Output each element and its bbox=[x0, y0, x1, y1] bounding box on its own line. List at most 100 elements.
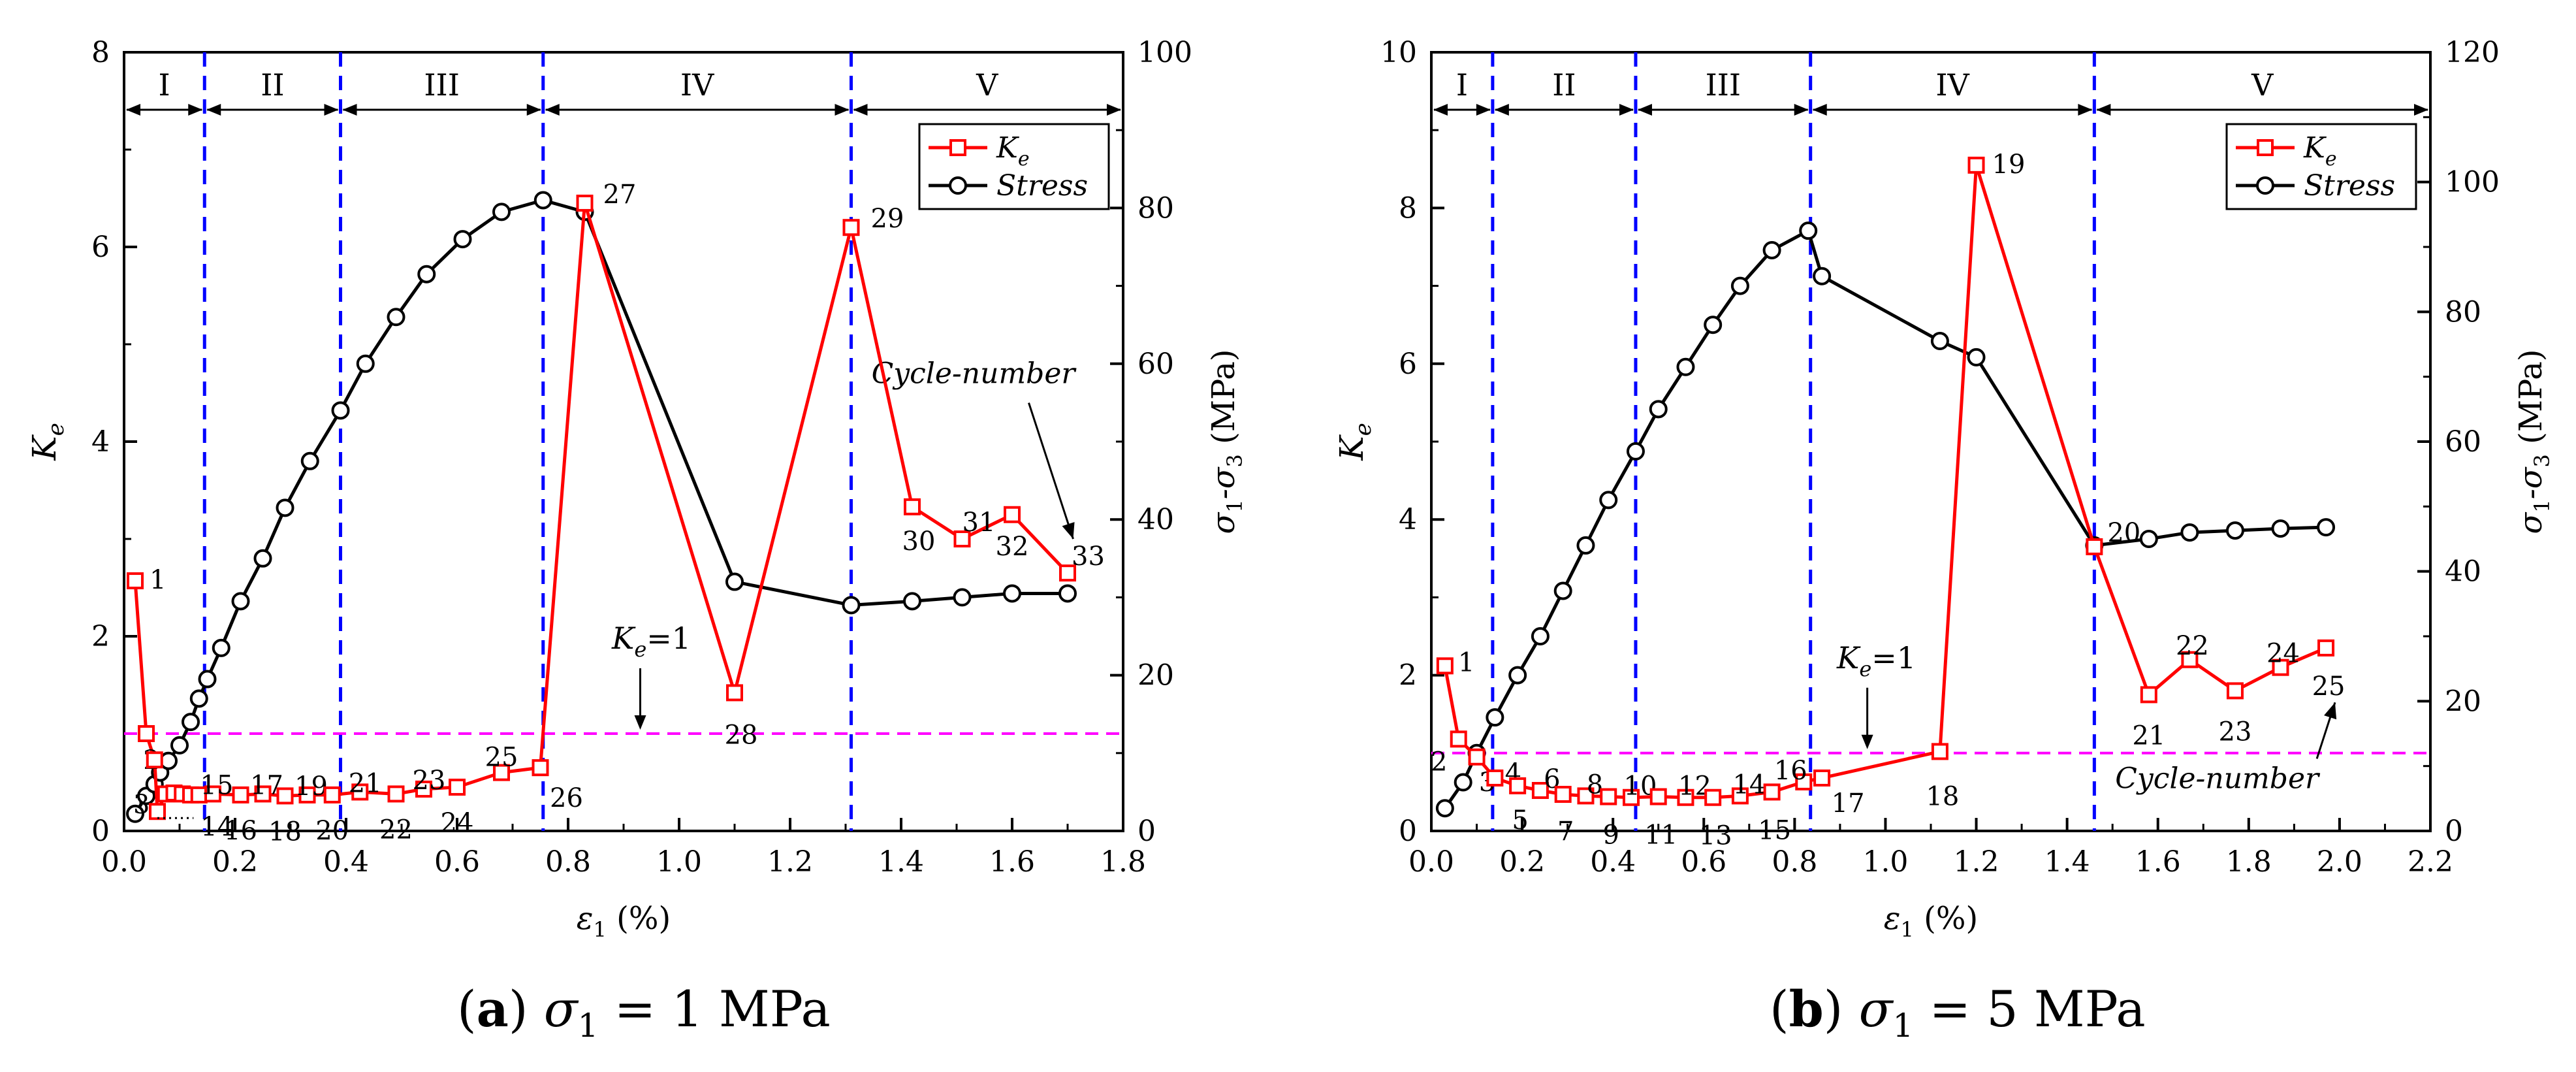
stage-label: I bbox=[159, 67, 170, 103]
ke-point-label: 21 bbox=[2132, 721, 2165, 751]
x-tick-label: 0.4 bbox=[323, 845, 369, 879]
x-tick-label: 1.4 bbox=[878, 845, 924, 879]
panel-b-chart: 0.0 0.2 0.4 0.6 0.8 1.0 1.2 1.4 1.6 1.8 2.0 2.20246… bbox=[1333, 36, 2554, 942]
legend-label-sub: e bbox=[2325, 148, 2337, 171]
stress-point bbox=[1003, 584, 1021, 603]
ke-point-label: 19 bbox=[1992, 150, 2026, 180]
reference-arrowhead bbox=[634, 715, 646, 730]
ke-point-label: 33 bbox=[1072, 542, 1105, 572]
reference-label-main: K bbox=[611, 621, 636, 656]
y-left-axis-label-sub: e bbox=[43, 423, 69, 436]
ke-point-label: 16 bbox=[224, 816, 257, 846]
legend-stress-label: Stress bbox=[2304, 169, 2395, 203]
ke-point bbox=[449, 778, 466, 796]
ke-point bbox=[2272, 658, 2289, 676]
stress-point bbox=[356, 354, 375, 373]
y-left-tick-label: 0 bbox=[91, 815, 110, 848]
legend-label-main: K bbox=[996, 131, 1019, 165]
x-tick-label: 0.4 bbox=[1590, 845, 1636, 879]
y-left-tick-label: 6 bbox=[91, 231, 110, 264]
ke-point bbox=[1649, 788, 1667, 805]
stress-point bbox=[1649, 400, 1668, 419]
stress-point bbox=[1762, 240, 1781, 259]
stage-label: III bbox=[424, 67, 460, 103]
y-right-tick-label: 0 bbox=[2445, 815, 2463, 848]
ke-point-label: 32 bbox=[996, 532, 1029, 562]
y-left-axis-label: Ke bbox=[25, 423, 69, 461]
ke-point-label: 23 bbox=[2219, 717, 2252, 747]
y-right-axis-label-sub1: 1 bbox=[2530, 499, 2554, 512]
stage-arrowhead-left bbox=[1812, 104, 1827, 116]
ke-point-label: 18 bbox=[268, 817, 302, 847]
stage-label: IV bbox=[680, 67, 714, 103]
y-right-axis-label-unit: (MPa) bbox=[1205, 349, 1242, 454]
stress-point bbox=[1799, 221, 1818, 240]
ke-point bbox=[146, 751, 163, 769]
stress-point bbox=[126, 804, 144, 823]
y-left-tick-label: 8 bbox=[91, 36, 110, 69]
stress-point bbox=[1930, 332, 1949, 351]
ke-point-label: 31 bbox=[962, 508, 996, 538]
stress-point bbox=[1486, 708, 1504, 727]
stress-point bbox=[1553, 581, 1572, 600]
ke-point bbox=[1763, 783, 1781, 801]
ke-point-label: 5 bbox=[1512, 805, 1528, 836]
y-right-axis-label-unit: (MPa) bbox=[2513, 349, 2549, 454]
reference-label: Ke=1 bbox=[1836, 640, 1916, 681]
x-tick-label: 0.2 bbox=[212, 845, 258, 879]
x-tick-label: 1.6 bbox=[989, 845, 1035, 879]
y-right-tick-label: 60 bbox=[1137, 348, 1174, 381]
x-tick-label: 0.6 bbox=[434, 845, 480, 879]
x-tick-label: 0.8 bbox=[1772, 845, 1817, 879]
ke-point bbox=[2317, 639, 2335, 657]
y-left-tick-label: 4 bbox=[91, 425, 110, 459]
ke-point bbox=[351, 783, 369, 801]
stage-arrowhead-left bbox=[853, 104, 868, 116]
x-axis-label-sub: 1 bbox=[1901, 917, 1914, 942]
ke-point-label: 23 bbox=[413, 766, 446, 796]
ke-point bbox=[1436, 657, 1454, 675]
x-tick-label: 2.2 bbox=[2408, 845, 2453, 879]
stress-point bbox=[1676, 357, 1695, 376]
x-axis-label-main: ε bbox=[577, 900, 594, 937]
stage-label: III bbox=[1706, 67, 1741, 103]
stage-arrowhead-right bbox=[526, 104, 541, 116]
stress-point bbox=[331, 401, 350, 420]
stress-point bbox=[1576, 536, 1595, 555]
y-right-tick-label: 60 bbox=[2445, 425, 2481, 459]
stress-point bbox=[2271, 519, 2290, 538]
x-tick-label: 1.8 bbox=[2226, 845, 2272, 879]
ke-point bbox=[1704, 788, 1722, 806]
legend-label-main: Stress bbox=[2304, 169, 2395, 203]
stress-point bbox=[903, 592, 921, 611]
stress-series-line bbox=[1443, 228, 2327, 809]
reference-arrowhead bbox=[1861, 734, 1873, 749]
ke-point-label: 17 bbox=[1832, 788, 1865, 819]
stress-point bbox=[2180, 523, 2199, 542]
stage-arrowhead-right bbox=[1619, 104, 1634, 116]
legend-label-sub: e bbox=[1018, 148, 1030, 171]
stage-arrowhead-right bbox=[1794, 104, 1809, 116]
y-right-tick-label: 120 bbox=[2445, 36, 2500, 69]
panel-b-caption: (b) σ1 = 5 MPa bbox=[1770, 980, 2146, 1045]
stage-label: V bbox=[976, 67, 998, 103]
ke-point-label: 27 bbox=[603, 180, 637, 210]
legend-box bbox=[918, 123, 1110, 210]
y-right-tick-label: 80 bbox=[1137, 191, 1174, 225]
ke-point bbox=[232, 786, 249, 804]
x-tick-label: 0.2 bbox=[1499, 845, 1545, 879]
stress-point bbox=[492, 203, 511, 221]
stress-point bbox=[1704, 316, 1723, 334]
stress-point bbox=[387, 308, 405, 327]
ke-point bbox=[2226, 682, 2244, 700]
ke-point bbox=[2086, 538, 2103, 555]
stage-label: II bbox=[261, 67, 284, 103]
x-axis-label-main: ε bbox=[1884, 900, 1901, 937]
ke-point bbox=[1931, 743, 1948, 760]
ke-point-label: 24 bbox=[2266, 639, 2300, 669]
ke-point bbox=[2181, 651, 2199, 668]
ke-point bbox=[1731, 787, 1749, 805]
stress-point bbox=[2225, 521, 2244, 540]
ke-point bbox=[1795, 773, 1813, 790]
